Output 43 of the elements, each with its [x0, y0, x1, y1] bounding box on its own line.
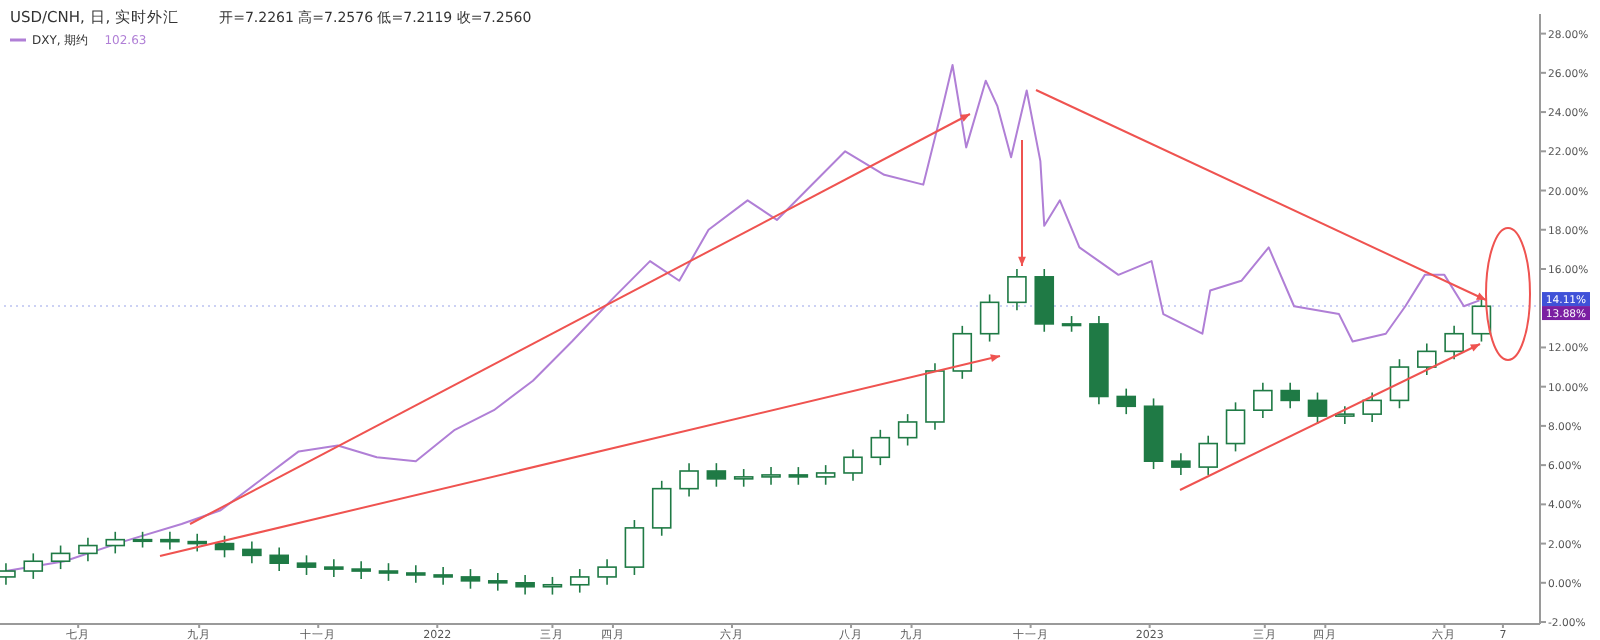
candlestick — [296, 554, 317, 576]
candlestick — [651, 480, 672, 537]
candlestick — [1034, 268, 1055, 333]
candlestick — [1198, 434, 1219, 476]
candlestick — [324, 558, 344, 578]
candlestick — [78, 536, 98, 563]
candlestick — [433, 566, 453, 586]
candlestick — [761, 466, 781, 486]
candlestick — [1417, 342, 1437, 376]
candlestick — [269, 546, 289, 572]
candlestick — [1280, 381, 1300, 410]
candlestick — [733, 468, 754, 488]
candlestick — [1362, 391, 1382, 423]
candlestick — [624, 519, 645, 576]
candlestick — [160, 531, 180, 551]
candlestick — [815, 464, 836, 486]
candlestick — [1253, 381, 1273, 419]
candlestick — [487, 572, 508, 592]
candlestick — [406, 564, 426, 584]
candlestick — [706, 462, 727, 488]
candlestick — [843, 448, 863, 482]
candlestick — [1171, 452, 1191, 476]
candlestick — [569, 568, 590, 594]
candlestick — [1225, 401, 1246, 453]
candlestick — [1389, 358, 1410, 410]
candlestick — [242, 540, 262, 564]
candlestick — [1116, 387, 1137, 415]
candlestick — [952, 325, 973, 380]
candlestick — [597, 558, 617, 586]
candlestick — [897, 413, 918, 447]
candlestick — [105, 531, 126, 555]
candlestick — [351, 560, 371, 580]
candlestick — [23, 552, 44, 580]
candlestick — [50, 544, 71, 570]
candlestick — [214, 534, 235, 559]
candlestick — [1444, 325, 1464, 361]
candlestick — [679, 462, 699, 498]
candlestick — [515, 574, 535, 596]
candlestick — [1307, 391, 1328, 425]
candlestick — [979, 293, 1000, 343]
candlestick — [870, 429, 891, 466]
candlestick — [460, 568, 481, 590]
candlestick — [1007, 268, 1027, 311]
